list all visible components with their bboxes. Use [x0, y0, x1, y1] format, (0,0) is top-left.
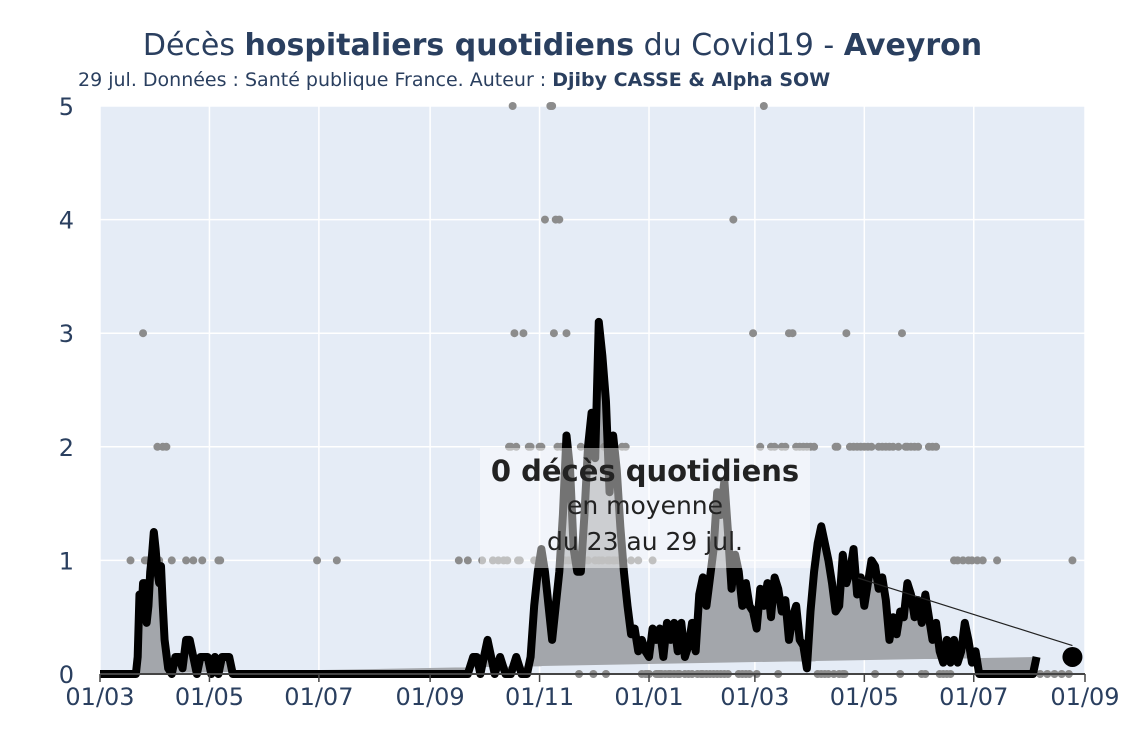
daily-death-point [512, 442, 521, 451]
daily-death-point [729, 215, 738, 224]
daily-death-point [621, 442, 630, 451]
daily-death-point [555, 215, 564, 224]
daily-death-point [759, 102, 768, 110]
x-tick-label: 01/03 [65, 683, 134, 711]
daily-death-point [867, 442, 876, 451]
chart-subtitle: 29 jul. Données : Santé publique France.… [78, 69, 830, 91]
daily-death-point [894, 442, 903, 451]
daily-death-point [833, 442, 842, 451]
title-prefix: Décès [142, 28, 245, 63]
daily-death-point [198, 556, 207, 565]
daily-death-point [540, 215, 549, 224]
daily-death-point [216, 556, 225, 565]
y-tick-label: 5 [59, 93, 74, 121]
daily-death-point [182, 556, 191, 565]
annotation-box: 0 décès quotidiens en moyenne du 23 au 2… [480, 448, 810, 568]
daily-death-point [634, 556, 643, 565]
x-tick-label: 01/03 [720, 683, 789, 711]
chart-title: Décès hospitaliers quotidiens du Covid19… [0, 28, 1125, 63]
annotation-line-2: en moyenne [566, 491, 724, 520]
daily-death-point [454, 556, 463, 565]
daily-death-point [749, 329, 758, 338]
daily-death-point [932, 442, 941, 451]
last-value-marker [1062, 646, 1083, 667]
x-tick-label: 01/07 [284, 683, 353, 711]
x-tick-label: 01/05 [830, 683, 899, 711]
subtitle-source: 29 jul. Données : Santé publique France.… [78, 69, 553, 91]
daily-death-point [648, 556, 657, 565]
daily-death-point [770, 442, 779, 451]
x-tick-label: 01/09 [396, 683, 465, 711]
x-tick-label: 01/01 [614, 683, 683, 711]
daily-death-point [313, 556, 322, 565]
annotation-line-1: 0 décès quotidiens [490, 454, 800, 488]
daily-death-point [519, 329, 528, 338]
title-middle: du Covid19 - [634, 28, 844, 63]
title-bold-part: hospitaliers quotidiens [244, 28, 635, 63]
daily-death-point [1068, 556, 1077, 565]
daily-death-point [781, 442, 790, 451]
daily-death-point [978, 556, 987, 565]
daily-death-point [503, 556, 512, 565]
daily-death-point [515, 556, 524, 565]
x-tick-label: 01/11 [505, 683, 574, 711]
subtitle-author: Djiby CASSE & Alpha SOW [552, 69, 831, 91]
daily-death-point [788, 329, 797, 338]
daily-death-point [897, 329, 906, 338]
daily-death-point [537, 442, 546, 451]
y-tick-label: 0 [59, 661, 74, 689]
daily-death-point [126, 556, 135, 565]
daily-death-point [548, 102, 557, 110]
annotation-pointer [857, 577, 1073, 647]
daily-death-point [914, 442, 923, 451]
daily-death-point [842, 329, 851, 338]
x-tick-label: 01/09 [1050, 683, 1119, 711]
daily-death-point [463, 556, 472, 565]
daily-death-point [508, 102, 517, 110]
y-tick-label: 3 [59, 320, 74, 348]
daily-death-point [810, 442, 819, 451]
daily-death-point [993, 556, 1002, 565]
daily-death-point [756, 442, 765, 451]
daily-death-point [562, 329, 571, 338]
annotation-line-3: du 23 au 29 jul. [547, 527, 743, 556]
y-tick-label: 4 [59, 207, 74, 235]
daily-death-point [189, 556, 198, 565]
x-tick-label: 01/07 [939, 683, 1008, 711]
daily-death-point [510, 329, 519, 338]
daily-death-point [332, 556, 341, 565]
daily-death-point [478, 556, 487, 565]
x-tick-label: 01/05 [175, 683, 244, 711]
daily-death-point [167, 556, 176, 565]
y-tick-label: 2 [59, 434, 74, 462]
daily-death-point [576, 442, 585, 451]
daily-death-point [584, 556, 593, 565]
daily-death-point [162, 442, 171, 451]
y-tick-label: 1 [59, 547, 74, 575]
title-region: Aveyron [843, 28, 983, 63]
daily-death-point [549, 329, 558, 338]
daily-death-point [627, 556, 636, 565]
daily-death-point [526, 442, 535, 451]
daily-death-point [139, 329, 148, 338]
